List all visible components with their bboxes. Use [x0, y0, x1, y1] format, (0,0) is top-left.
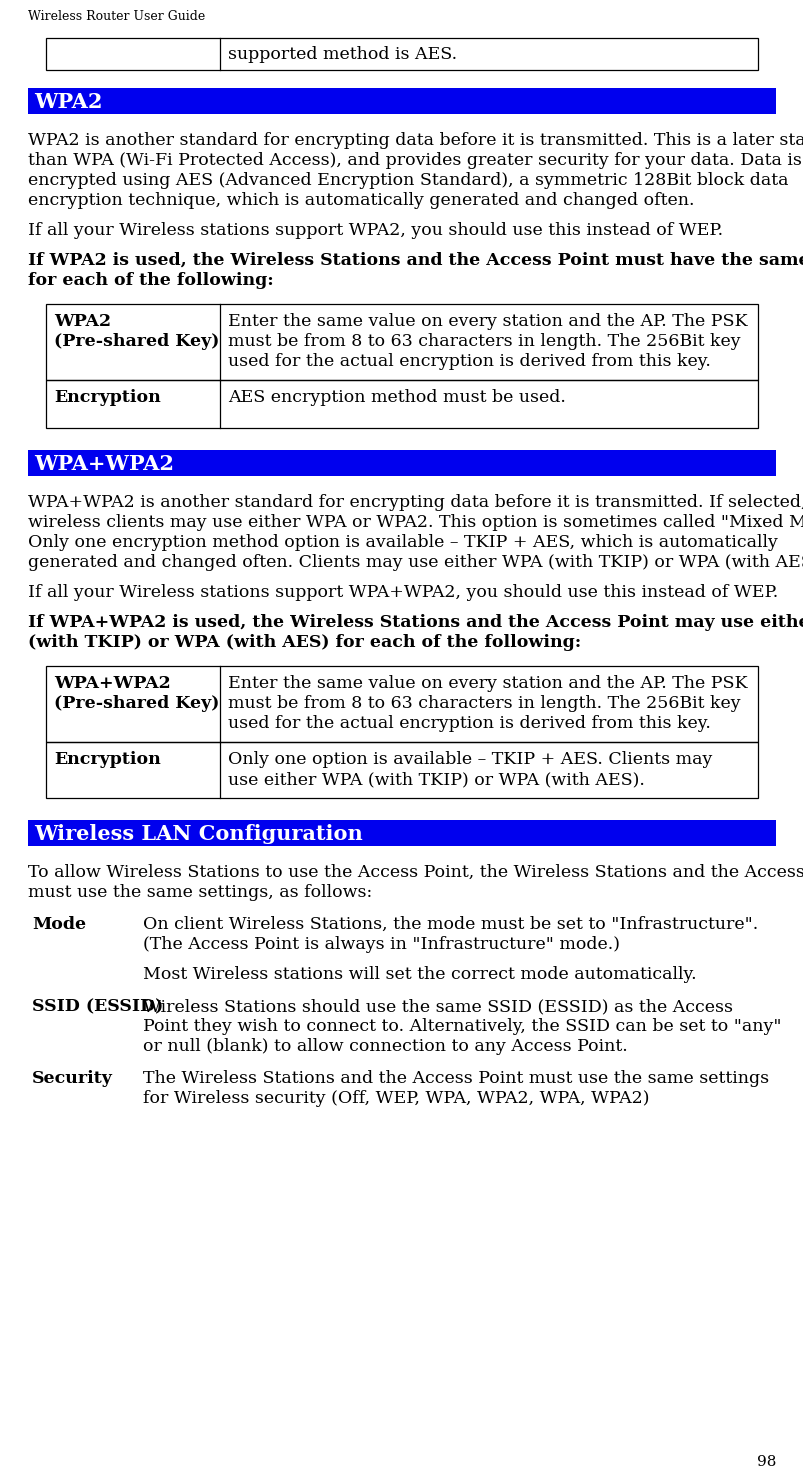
Text: (with TKIP) or WPA (with AES) for each of the following:: (with TKIP) or WPA (with AES) for each o… [28, 635, 581, 651]
Text: WPA2: WPA2 [54, 313, 111, 331]
Text: Only one option is available – TKIP + AES. Clients may: Only one option is available – TKIP + AE… [228, 751, 711, 768]
Text: use either WPA (with TKIP) or WPA (with AES).: use either WPA (with TKIP) or WPA (with … [228, 771, 644, 787]
Text: Security: Security [32, 1069, 112, 1087]
Text: On client Wireless Stations, the mode must be set to "Infrastructure".: On client Wireless Stations, the mode mu… [143, 917, 757, 933]
Text: (The Access Point is always in "Infrastructure" mode.): (The Access Point is always in "Infrastr… [143, 936, 619, 953]
Text: must use the same settings, as follows:: must use the same settings, as follows: [28, 884, 372, 900]
Text: Wireless Router User Guide: Wireless Router User Guide [28, 10, 205, 24]
Text: If all your Wireless stations support WPA+WPA2, you should use this instead of W: If all your Wireless stations support WP… [28, 585, 777, 601]
Text: supported method is AES.: supported method is AES. [228, 46, 457, 63]
Text: The Wireless Stations and the Access Point must use the same settings: The Wireless Stations and the Access Poi… [143, 1069, 768, 1087]
Text: Wireless Stations should use the same SSID (ESSID) as the Access: Wireless Stations should use the same SS… [143, 997, 732, 1015]
Text: 98: 98 [756, 1454, 775, 1469]
Text: WPA+WPA2: WPA+WPA2 [34, 454, 173, 474]
Text: WPA+WPA2: WPA+WPA2 [54, 674, 170, 692]
Text: Encryption: Encryption [54, 389, 161, 405]
Text: WPA2: WPA2 [34, 93, 102, 112]
Text: for Wireless security (Off, WEP, WPA, WPA2, WPA, WPA2): for Wireless security (Off, WEP, WPA, WP… [143, 1090, 649, 1108]
Text: Encryption: Encryption [54, 751, 161, 768]
Text: or null (blank) to allow connection to any Access Point.: or null (blank) to allow connection to a… [143, 1039, 627, 1055]
Text: If WPA+WPA2 is used, the Wireless Stations and the Access Point may use either W: If WPA+WPA2 is used, the Wireless Statio… [28, 614, 803, 632]
Text: (Pre-shared Key): (Pre-shared Key) [54, 695, 219, 712]
Text: must be from 8 to 63 characters in length. The 256Bit key: must be from 8 to 63 characters in lengt… [228, 695, 740, 712]
Text: for each of the following:: for each of the following: [28, 272, 273, 289]
FancyBboxPatch shape [28, 450, 775, 476]
Text: AES encryption method must be used.: AES encryption method must be used. [228, 389, 565, 405]
Text: (Pre-shared Key): (Pre-shared Key) [54, 333, 219, 350]
Text: WPA2 is another standard for encrypting data before it is transmitted. This is a: WPA2 is another standard for encrypting … [28, 132, 803, 148]
Text: Wireless LAN Configuration: Wireless LAN Configuration [34, 824, 362, 845]
Text: encryption technique, which is automatically generated and changed often.: encryption technique, which is automatic… [28, 192, 694, 209]
FancyBboxPatch shape [28, 820, 775, 846]
Text: must be from 8 to 63 characters in length. The 256Bit key: must be from 8 to 63 characters in lengt… [228, 333, 740, 350]
Text: If WPA2 is used, the Wireless Stations and the Access Point must have the same s: If WPA2 is used, the Wireless Stations a… [28, 253, 803, 269]
Text: than WPA (Wi-Fi Protected Access), and provides greater security for your data. : than WPA (Wi-Fi Protected Access), and p… [28, 151, 801, 169]
Text: generated and changed often. Clients may use either WPA (with TKIP) or WPA (with: generated and changed often. Clients may… [28, 554, 803, 571]
Text: used for the actual encryption is derived from this key.: used for the actual encryption is derive… [228, 715, 710, 732]
Text: Point they wish to connect to. Alternatively, the SSID can be set to "any": Point they wish to connect to. Alternati… [143, 1018, 781, 1036]
Text: To allow Wireless Stations to use the Access Point, the Wireless Stations and th: To allow Wireless Stations to use the Ac… [28, 864, 803, 881]
Text: encrypted using AES (Advanced Encryption Standard), a symmetric 128Bit block dat: encrypted using AES (Advanced Encryption… [28, 172, 788, 190]
Text: WPA+WPA2 is another standard for encrypting data before it is transmitted. If se: WPA+WPA2 is another standard for encrypt… [28, 494, 803, 511]
Text: Only one encryption method option is available – TKIP + AES, which is automatica: Only one encryption method option is ava… [28, 535, 777, 551]
Text: Mode: Mode [32, 917, 86, 933]
Text: wireless clients may use either WPA or WPA2. This option is sometimes called "Mi: wireless clients may use either WPA or W… [28, 514, 803, 530]
FancyBboxPatch shape [28, 88, 775, 115]
Text: Most Wireless stations will set the correct mode automatically.: Most Wireless stations will set the corr… [143, 967, 695, 983]
Text: Enter the same value on every station and the AP. The PSK: Enter the same value on every station an… [228, 313, 747, 331]
Text: SSID (ESSID): SSID (ESSID) [32, 997, 163, 1015]
Text: Enter the same value on every station and the AP. The PSK: Enter the same value on every station an… [228, 674, 747, 692]
Text: used for the actual encryption is derived from this key.: used for the actual encryption is derive… [228, 353, 710, 370]
Text: If all your Wireless stations support WPA2, you should use this instead of WEP.: If all your Wireless stations support WP… [28, 222, 722, 239]
